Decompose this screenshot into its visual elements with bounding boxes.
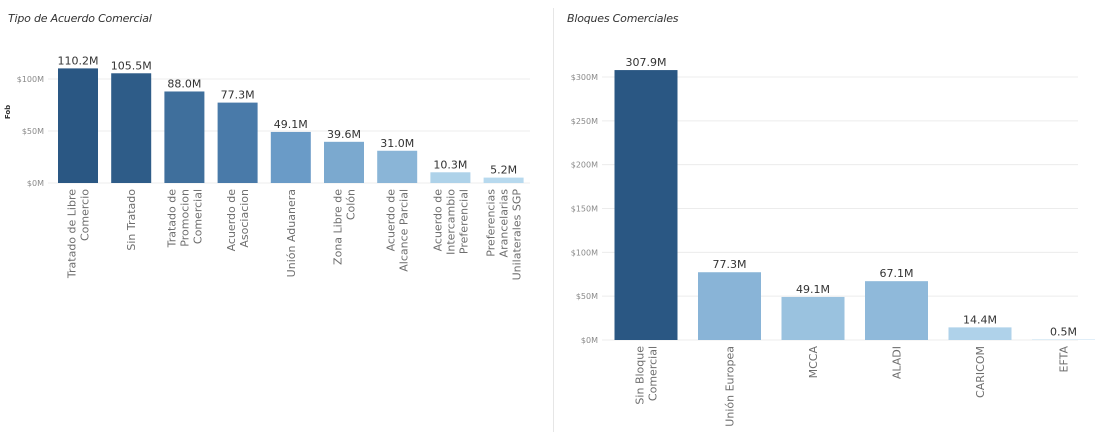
- category-label: ALADI: [891, 346, 904, 379]
- bar-value-label: 77.3M: [713, 258, 747, 271]
- chart-title: Bloques Comerciales: [567, 12, 679, 25]
- category-label: Acuerdo deIntercambioPreferencial: [431, 189, 470, 255]
- y-tick-label: $250M: [571, 117, 598, 126]
- y-tick-label: $0M: [27, 179, 44, 188]
- chart-title: Tipo de Acuerdo Comercial: [8, 12, 152, 25]
- bar[interactable]: [217, 102, 258, 183]
- bar-value-label: 105.5M: [111, 59, 152, 72]
- bar-value-label: 307.9M: [626, 56, 667, 69]
- y-tick-label: $150M: [571, 205, 598, 214]
- category-label: MCCA: [807, 346, 820, 379]
- bar-value-label: 39.6M: [327, 128, 361, 141]
- bar-value-label: 31.0M: [380, 137, 414, 150]
- bar[interactable]: [430, 172, 471, 183]
- category-label: EFTA: [1058, 346, 1071, 373]
- bar[interactable]: [164, 91, 205, 183]
- category-label: Sin BloqueComercial: [634, 346, 660, 405]
- bar-value-label: 0.5M: [1050, 326, 1077, 339]
- y-tick-label: $100M: [571, 248, 598, 257]
- bar-chart-tipo-acuerdo: $0M $50M $100M Fob 110.2M Tratado de LibreCom…: [4, 54, 530, 281]
- bar[interactable]: [781, 296, 845, 340]
- category-label: Tratado de LibreComercio: [66, 189, 92, 279]
- bar[interactable]: [948, 327, 1012, 340]
- bar-value-label: 110.2M: [58, 54, 99, 67]
- y-tick-label: $300M: [571, 73, 598, 82]
- chart-panel-tipo-acuerdo: Tipo de Acuerdo Comercial $0M $50M $100M Fo…: [4, 12, 530, 281]
- bar[interactable]: [698, 272, 761, 340]
- bar-value-label: 49.1M: [274, 118, 308, 131]
- bar[interactable]: [58, 68, 98, 183]
- category-label: Acuerdo deAsociacion: [225, 189, 251, 252]
- bar-value-label: 77.3M: [221, 89, 255, 102]
- category-label: Sin Tratado: [125, 189, 138, 251]
- category-label: Acuerdo deAlcance Parcial: [385, 189, 411, 272]
- category-label: Unión Europea: [724, 346, 737, 427]
- category-label: PreferenciasArancelariasUnilaterales SGP: [485, 189, 524, 281]
- bar[interactable]: [483, 177, 524, 183]
- bar[interactable]: [377, 150, 418, 183]
- bar-value-label: 14.4M: [963, 313, 997, 326]
- category-label: Unión Aduanera: [285, 189, 298, 277]
- bar-value-label: 5.2M: [490, 164, 517, 177]
- bar-value-label: 67.1M: [880, 267, 914, 280]
- bar-value-label: 10.3M: [433, 158, 467, 171]
- bar-chart-bloques: $0M $50M $100M $150M $200M $250M $300M 307.9M Si…: [571, 56, 1095, 427]
- bar[interactable]: [270, 131, 311, 183]
- y-tick-label: $200M: [571, 161, 598, 170]
- bar[interactable]: [614, 70, 678, 340]
- y-tick-label: $100M: [17, 75, 44, 84]
- bar-value-label: 88.0M: [167, 77, 201, 90]
- bar-value-label: 49.1M: [796, 283, 830, 296]
- panel-divider: [553, 8, 554, 432]
- y-tick-label: $50M: [576, 292, 598, 301]
- bar[interactable]: [111, 73, 152, 183]
- bar[interactable]: [324, 141, 364, 183]
- y-tick-label: $50M: [22, 127, 44, 136]
- y-tick-label: $0M: [581, 336, 598, 345]
- bar[interactable]: [865, 281, 928, 340]
- category-label: CARICOM: [974, 346, 987, 398]
- chart-panel-bloques: Bloques Comerciales $0M $50M $100M $150M $20…: [556, 0, 1103, 437]
- y-axis-label: Fob: [4, 105, 12, 119]
- category-label: Tratado dePromocionComercial: [165, 189, 204, 249]
- category-label: Zona Libre deColón: [332, 189, 358, 265]
